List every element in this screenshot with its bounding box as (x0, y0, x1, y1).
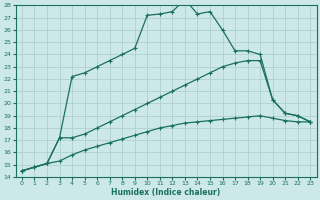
X-axis label: Humidex (Indice chaleur): Humidex (Indice chaleur) (111, 188, 221, 197)
